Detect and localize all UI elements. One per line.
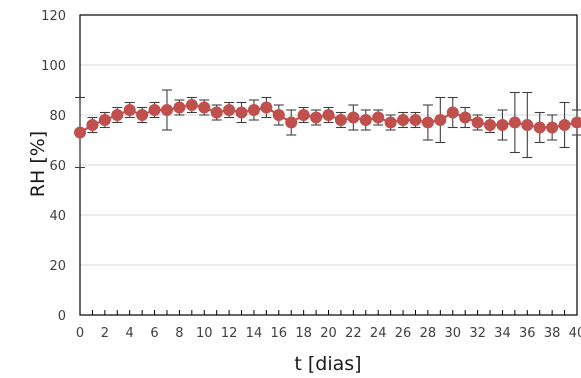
y-tick-label: 100 [41,59,66,74]
x-tick-label: 12 [221,326,238,341]
y-tick-label: 120 [41,9,66,24]
data-point [409,114,422,126]
data-point [123,104,136,116]
data-point [484,119,497,131]
y-tick-label: 40 [49,209,66,224]
data-point [198,101,211,114]
x-axis-title: t [dias] [294,353,361,375]
x-tick-label: 26 [395,326,412,341]
data-point [260,101,273,114]
data-point [173,101,186,114]
data-point [111,109,124,121]
x-tick-label: 28 [420,326,437,341]
data-point [571,116,581,129]
data-point [533,121,546,134]
data-point [160,104,173,116]
data-point [272,109,285,121]
x-tick-label: 18 [295,326,312,341]
x-tick-label: 22 [345,326,362,341]
x-tick-label: 20 [320,326,337,341]
data-point [334,114,347,126]
data-point [384,116,397,129]
x-tick-label: 16 [271,326,288,341]
data-point [285,116,298,129]
data-point [74,126,86,139]
x-tick-label: 36 [519,326,536,341]
data-point [558,119,571,131]
x-tick-label: 24 [370,326,387,341]
y-axis-title: RH [%] [27,131,49,197]
data-point [421,116,434,129]
x-tick-label: 30 [444,326,461,341]
data-point [310,111,323,124]
data-point [235,106,248,119]
data-point [508,116,521,129]
y-tick-label: 20 [49,259,66,274]
x-tick-label: 8 [175,326,183,341]
x-tick-label: 10 [196,326,213,341]
data-point [459,111,472,124]
data-point [322,109,335,121]
x-tick-label: 40 [569,326,581,341]
data-point [359,114,372,126]
x-tick-label: 4 [126,326,134,341]
data-point [247,104,260,116]
x-tick-label: 14 [246,326,263,341]
data-point [148,104,161,116]
data-point [496,119,509,131]
data-point [347,111,360,124]
x-tick-label: 34 [494,326,511,341]
x-tick-label: 6 [150,326,158,341]
x-tick-label: 38 [544,326,561,341]
data-point [471,116,484,129]
data-point [136,109,149,121]
data-point [546,121,559,134]
data-point [210,106,223,119]
data-point [185,99,198,111]
data-point [98,114,111,126]
x-tick-label: 32 [469,326,486,341]
data-point [434,114,447,126]
data-point [223,104,236,116]
data-point [86,119,99,131]
data-point [521,119,534,131]
x-tick-label: 2 [101,326,109,341]
y-tick-label: 0 [58,309,66,324]
y-tick-label: 80 [49,109,66,124]
data-point [446,106,459,119]
data-point [297,109,310,121]
series-rh [74,99,581,139]
data-point [397,114,410,126]
y-tick-label: 60 [49,159,66,174]
data-point [372,111,385,124]
x-tick-label: 0 [76,326,84,341]
